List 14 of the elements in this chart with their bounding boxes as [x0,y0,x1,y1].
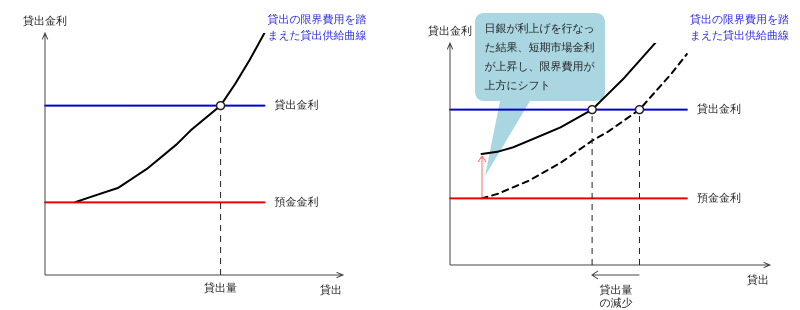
text: 貸出量の減少 [599,283,632,310]
series-label: 預金金利 [274,195,318,208]
x-axis-title: 貸出 [320,283,342,296]
speech-bubble: 日銀が利上げを行なった結果、短期市場金利が上昇し、限界費用が上方にシフト [474,13,605,176]
y-axis-title: 貸出金利 [23,14,67,28]
chart-title: 貸出の限界費用を踏まえた貸出供給曲線 [690,12,789,42]
y-axis-title: 貸出金利 [428,24,472,38]
annotation: 日銀が利上げを行なった結果、短期市場金利が上昇し、限界費用が上方にシフト [484,21,595,94]
series-label: 貸出金利 [274,98,318,112]
text: 貸出量 [204,281,238,294]
series-label: 預金金利 [696,191,741,204]
x-axis-title: 貸出 [747,273,769,286]
series-label: 貸出金利 [696,102,741,116]
chart-title: 貸出の限界費用を踏まえた貸出供給曲線 [267,12,366,42]
